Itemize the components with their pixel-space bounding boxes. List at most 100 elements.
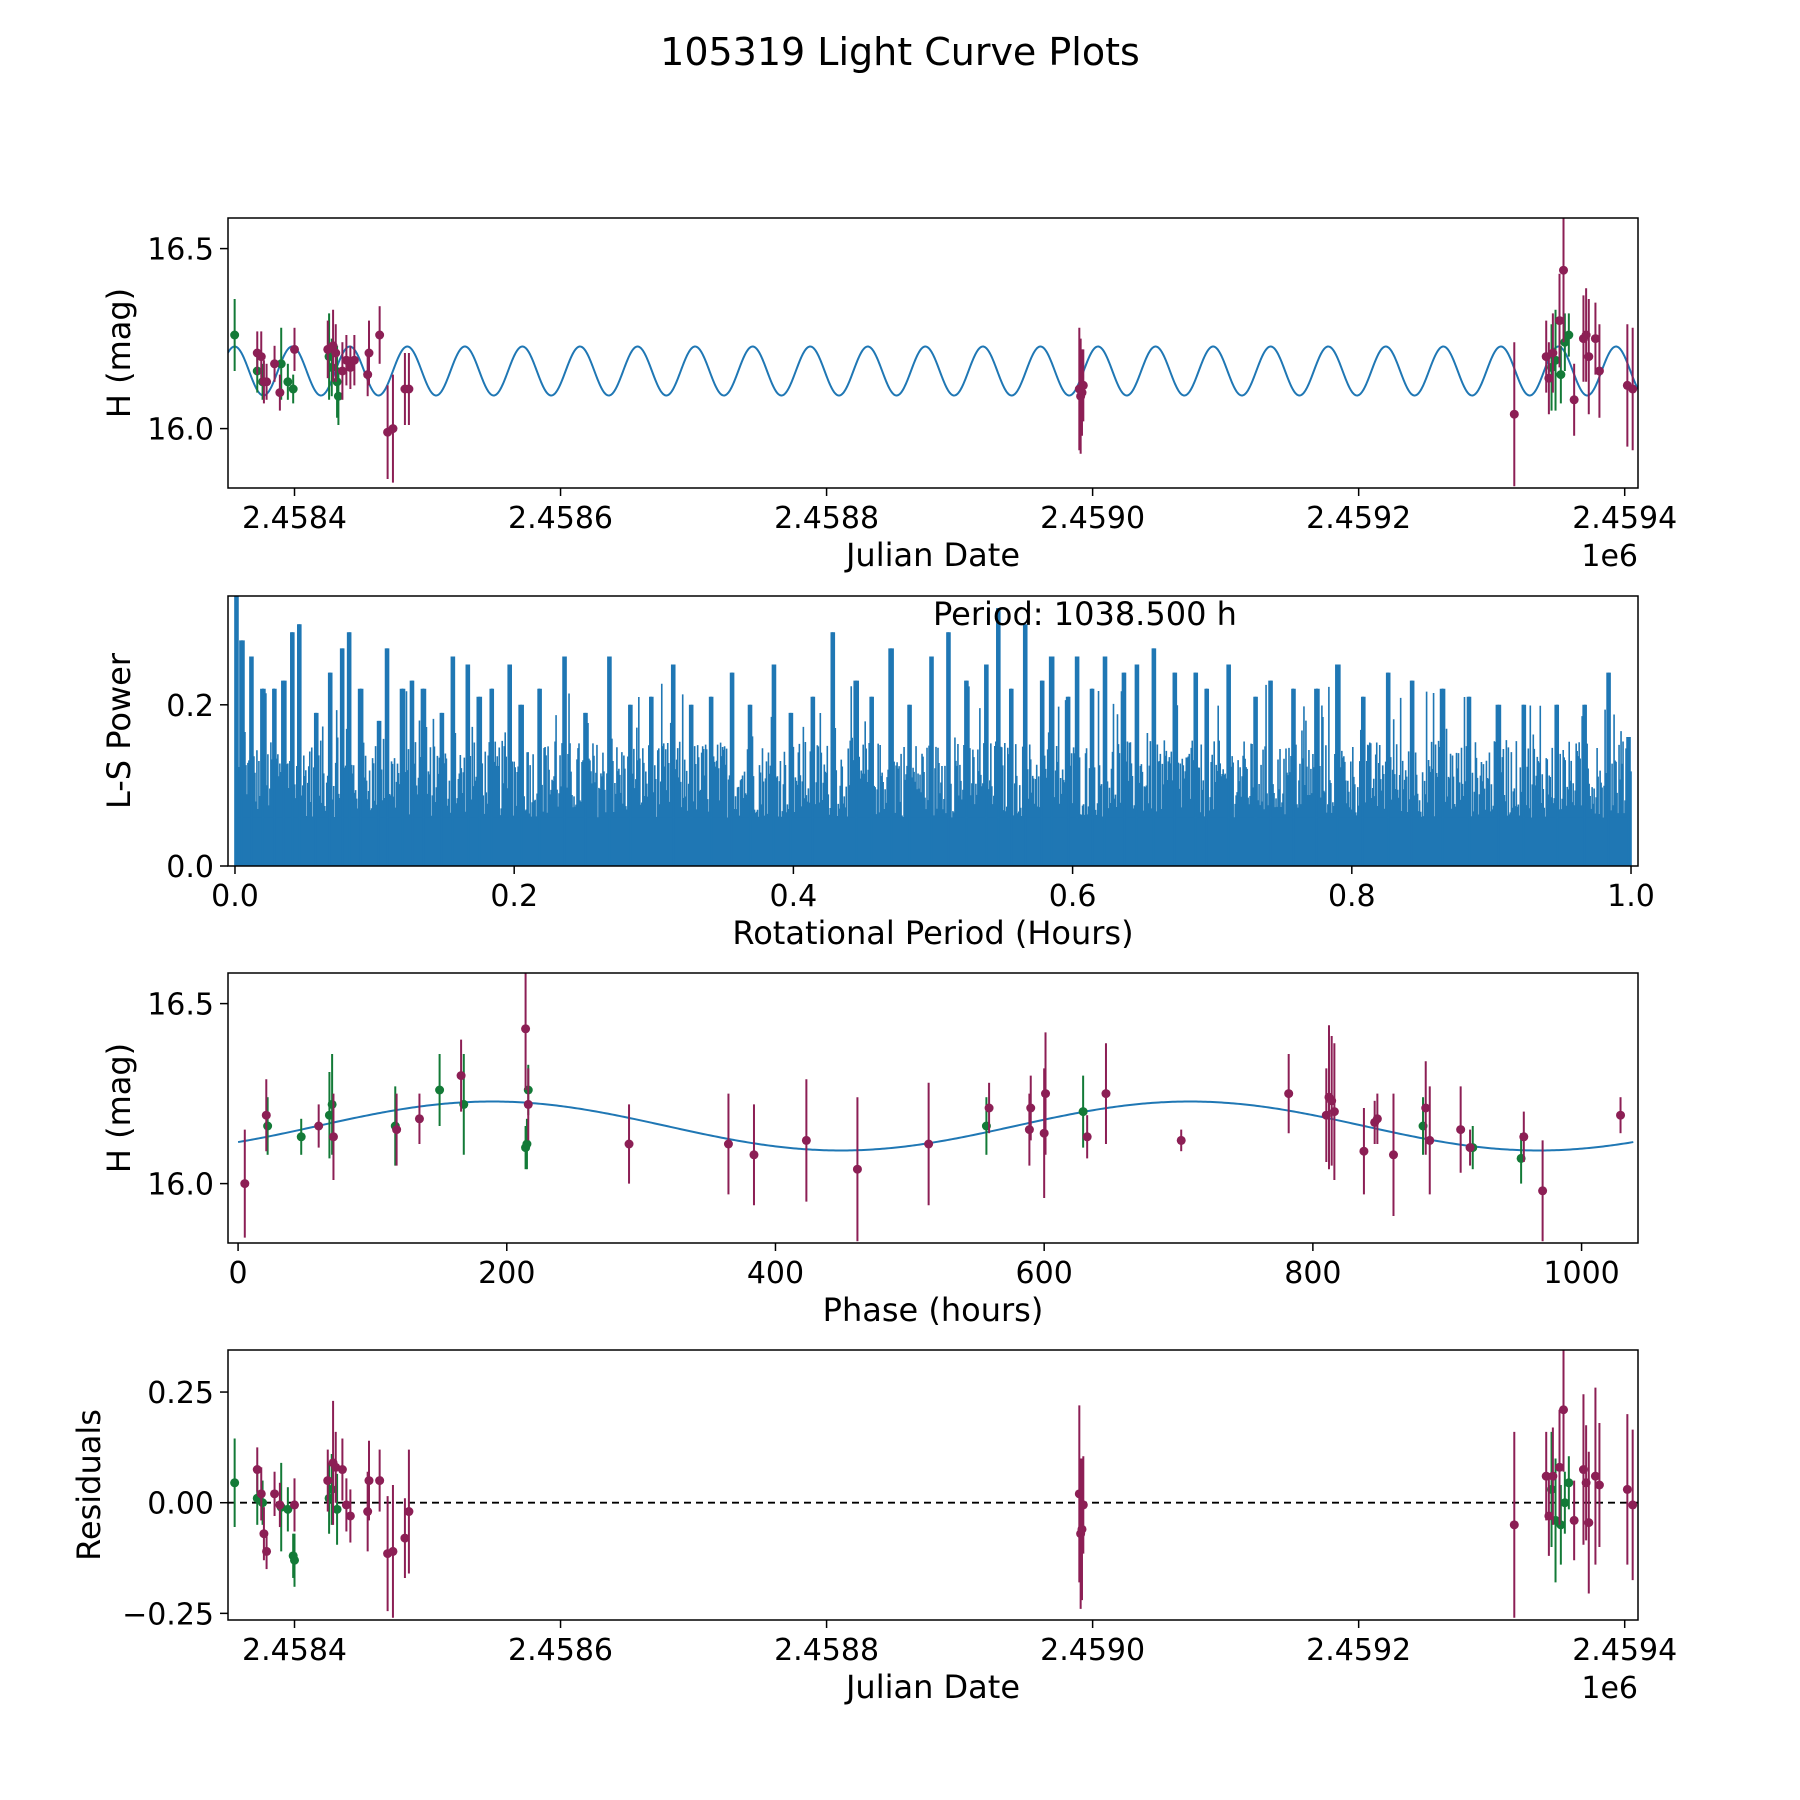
- lightcurve-point-o: [345, 362, 355, 372]
- phased-point-c: [327, 1099, 337, 1109]
- lightcurve-ylabel: H (mag): [100, 288, 138, 418]
- residuals-point-o: [1544, 1511, 1554, 1521]
- lightcurve-point-c: [230, 330, 240, 340]
- lightcurve-point-o: [1548, 348, 1558, 358]
- residuals-point-o: [363, 1507, 373, 1517]
- phased-point-c: [522, 1139, 532, 1149]
- lightcurve-model-line: [228, 345, 1638, 397]
- phased-ytick-label: 16.0: [147, 1168, 214, 1203]
- phased-frame: [227, 972, 1639, 1244]
- lightcurve-point-o: [275, 388, 285, 398]
- phased-plot-area: [237, 973, 1634, 1242]
- phased-point-o: [1425, 1135, 1435, 1145]
- phased-point-o: [1041, 1089, 1051, 1099]
- phased-point-o: [984, 1103, 994, 1113]
- phased-xtick-label: 200: [478, 1256, 535, 1291]
- lightcurve-ytick-label: 16.0: [147, 413, 214, 448]
- lightcurve-point-o: [1590, 334, 1600, 344]
- lightcurve-point-o: [363, 370, 373, 380]
- phased-point-o: [749, 1150, 759, 1160]
- residuals-frame: [227, 1349, 1639, 1621]
- periodogram-ytick-label: 0.2: [166, 689, 214, 724]
- residuals-ytick-label: 0.25: [147, 1376, 214, 1411]
- phased-xtick-label: 1000: [1543, 1256, 1619, 1291]
- residuals-point-o: [275, 1500, 285, 1510]
- lightcurve-point-o: [404, 384, 414, 394]
- phased-point-c: [263, 1121, 273, 1131]
- phased-point-o: [1456, 1125, 1466, 1135]
- periodogram-xtick-label: 0.4: [770, 879, 818, 914]
- periodogram-xtick-label: 0.6: [1049, 879, 1097, 914]
- lightcurve-point-c: [276, 359, 286, 369]
- residuals-point-o: [1078, 1500, 1088, 1510]
- residuals-point-c: [258, 1498, 268, 1508]
- lightcurve-point-c: [288, 384, 298, 394]
- lightcurve-frame: [227, 217, 1639, 489]
- residuals-point-o: [252, 1465, 262, 1475]
- periodogram-period-label: Period: 1038.500 h: [933, 595, 1237, 633]
- lightcurve-point-o: [262, 377, 272, 387]
- lightcurve-xtick-label: 2.4594: [1572, 501, 1677, 536]
- phased-point-o: [1101, 1089, 1111, 1099]
- lightcurve-point-c: [283, 377, 293, 387]
- residuals-point-o: [1548, 1471, 1558, 1481]
- lightcurve-xtick-label: 2.4590: [1040, 501, 1145, 536]
- periodogram-ytick-label: 0.0: [166, 850, 214, 885]
- residuals-point-o: [1559, 1405, 1569, 1415]
- phased-point-o: [1372, 1114, 1382, 1124]
- residuals-point-o: [1594, 1480, 1604, 1490]
- lightcurve-xlabel: Julian Date: [844, 536, 1020, 574]
- phased-point-o: [1538, 1186, 1548, 1196]
- periodogram-panel: 0.0 0.2 0.4 0.6 0.8 1.0 0.0 0.2 Rotational Perio…: [100, 595, 1655, 952]
- periodogram-plot-area: [234, 596, 1632, 866]
- phased-point-o: [1421, 1103, 1431, 1113]
- periodogram-frame: [227, 595, 1639, 867]
- phased-point-o: [624, 1139, 634, 1149]
- lightcurve-panel: 2.4584 2.4586 2.4588 2.4590 2.4592 2.4594 16.0…: [100, 217, 1677, 574]
- phased-point-o: [1024, 1125, 1034, 1135]
- residuals-ytick-label: −0.25: [122, 1597, 214, 1632]
- lightcurve-offset-label: 1e6: [1581, 539, 1638, 574]
- lightcurve-xtick-label: 2.4592: [1306, 501, 1411, 536]
- lightcurve-xtick-label: 2.4586: [508, 501, 613, 536]
- residuals-point-o: [345, 1511, 355, 1521]
- phased-ylabel: H (mag): [100, 1043, 138, 1173]
- lightcurve-point-o: [1544, 373, 1554, 383]
- residuals-point-o: [341, 1500, 351, 1510]
- phased-point-o: [852, 1164, 862, 1174]
- lightcurve-point-o: [1569, 395, 1579, 405]
- phased-point-o: [924, 1139, 934, 1149]
- phased-point-o: [261, 1110, 271, 1120]
- residuals-point-o: [1622, 1484, 1632, 1494]
- phased-point-o: [1284, 1089, 1294, 1099]
- lightcurve-point-o: [1594, 366, 1604, 376]
- periodogram-baseline-fill: [234, 817, 1632, 866]
- phased-model-line: [237, 1100, 1634, 1152]
- phased-point-o: [1465, 1143, 1475, 1153]
- residuals-point-o: [1077, 1524, 1087, 1534]
- lightcurve-xtick-label: 2.4584: [242, 501, 347, 536]
- residuals-xtick-label: 2.4584: [242, 1633, 347, 1668]
- periodogram-xtick-label: 0.8: [1328, 879, 1376, 914]
- residuals-xtick-label: 2.4588: [774, 1633, 879, 1668]
- residuals-panel: 2.4584 2.4586 2.4588 2.4590 2.4592 2.4594 −0.2…: [70, 1349, 1677, 1706]
- lightcurve-point-o: [290, 344, 300, 354]
- phased-point-o: [314, 1121, 324, 1131]
- phased-point-o: [392, 1125, 402, 1135]
- periodogram-xtick-label: 0.0: [211, 879, 259, 914]
- residuals-point-o: [262, 1546, 272, 1556]
- lightcurve-point-c: [1556, 370, 1566, 380]
- residuals-xtick-label: 2.4590: [1040, 1633, 1145, 1668]
- periodogram-ylabel: L-S Power: [100, 652, 138, 809]
- phased-point-o: [1329, 1107, 1339, 1117]
- phased-xtick-label: 600: [1016, 1256, 1073, 1291]
- phased-point-o: [328, 1132, 338, 1142]
- lightcurve-ytick-label: 16.5: [147, 233, 214, 268]
- phased-point-o: [240, 1179, 250, 1189]
- phased-point-c: [435, 1085, 445, 1095]
- residuals-point-o: [323, 1476, 333, 1486]
- residuals-point-o: [1555, 1462, 1565, 1472]
- residuals-point-o: [1590, 1471, 1600, 1481]
- phased-point-o: [521, 1024, 531, 1034]
